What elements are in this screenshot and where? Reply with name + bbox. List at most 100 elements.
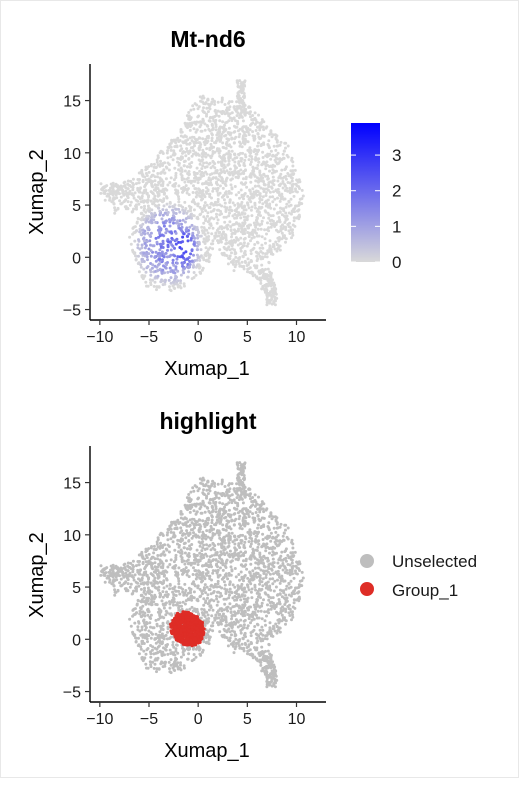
cell-point (143, 218, 146, 221)
cell-point (168, 205, 171, 208)
unselected-point (148, 553, 151, 556)
cell-point (290, 198, 293, 201)
unselected-point (177, 582, 180, 585)
cell-point (223, 124, 226, 127)
unselected-point (218, 501, 221, 504)
cell-point (158, 258, 161, 261)
unselected-point (199, 555, 202, 558)
cell-point (195, 274, 198, 277)
unselected-point (275, 586, 278, 589)
cell-point (290, 229, 293, 232)
cell-point (264, 242, 267, 245)
cell-point (266, 249, 269, 252)
unselected-point (264, 549, 267, 552)
cell-point (212, 146, 215, 149)
cell-point (283, 236, 286, 239)
unselected-point (256, 549, 259, 552)
cell-point (251, 237, 254, 240)
cell-point (276, 145, 279, 148)
unselected-point (228, 487, 231, 490)
unselected-point (225, 621, 228, 624)
unselected-point (168, 667, 171, 670)
cell-point (197, 256, 200, 259)
unselected-point (240, 624, 243, 627)
cell-point (240, 108, 243, 111)
cell-point (227, 224, 230, 227)
cell-point (210, 232, 213, 235)
cell-point (165, 209, 168, 212)
cell-point (237, 106, 240, 109)
unselected-point (159, 542, 162, 545)
cell-point (203, 141, 206, 144)
cell-point (243, 212, 246, 215)
cell-point (287, 156, 290, 159)
unselected-point (178, 609, 181, 612)
cell-point (253, 264, 256, 267)
unselected-point (259, 556, 262, 559)
cell-point (261, 220, 264, 223)
cell-point (293, 195, 296, 198)
unselected-point (251, 569, 254, 572)
cell-point (141, 246, 144, 249)
cell-point (143, 260, 146, 263)
cell-point (210, 202, 213, 205)
cell-point (269, 283, 272, 286)
cell-point (202, 258, 205, 261)
cell-point (228, 127, 231, 130)
cell-point (144, 211, 147, 214)
cell-point (240, 85, 243, 88)
cell-point (212, 209, 215, 212)
unselected-point (174, 574, 177, 577)
unselected-point (211, 480, 214, 483)
cell-point (295, 183, 298, 186)
unselected-point (253, 611, 256, 614)
cell-point (270, 252, 273, 255)
cell-point (241, 261, 244, 264)
cell-point (165, 267, 168, 270)
cell-point (243, 206, 246, 209)
cell-point (204, 138, 207, 141)
cell-point (143, 207, 146, 210)
cell-point (168, 279, 171, 282)
cell-point (298, 180, 301, 183)
cell-point (260, 125, 263, 128)
cell-point (214, 201, 217, 204)
cell-point (244, 168, 247, 171)
cell-point (169, 202, 172, 205)
unselected-point (144, 628, 147, 631)
cell-point (218, 203, 221, 206)
cell-point (187, 187, 190, 190)
unselected-point (146, 549, 149, 552)
cell-point (234, 209, 237, 212)
unselected-point (253, 625, 256, 628)
unselected-point (218, 520, 221, 523)
unselected-point (202, 488, 205, 491)
cell-point (166, 203, 169, 206)
cell-point (255, 255, 258, 258)
cell-point (162, 264, 165, 267)
cell-point (195, 266, 198, 269)
cell-point (158, 165, 161, 168)
cell-point (292, 172, 295, 175)
cell-point (162, 283, 165, 286)
unselected-point (205, 618, 208, 621)
unselected-point (222, 509, 225, 512)
cell-point (216, 183, 219, 186)
cell-point (136, 221, 139, 224)
cell-point (245, 208, 248, 211)
cell-point (188, 170, 191, 173)
cell-point (179, 279, 182, 282)
cell-point (272, 165, 275, 168)
cell-point (206, 204, 209, 207)
cell-point (113, 206, 116, 209)
cell-point (291, 185, 294, 188)
panel-1-y-axis-title: Xumap_2 (26, 149, 48, 235)
unselected-point (191, 486, 194, 489)
cell-point (206, 165, 209, 168)
cell-point (276, 220, 279, 223)
cell-point (235, 221, 238, 224)
unselected-point (172, 641, 175, 644)
cell-point (175, 238, 178, 241)
cell-point (206, 251, 209, 254)
cell-point (240, 250, 243, 253)
